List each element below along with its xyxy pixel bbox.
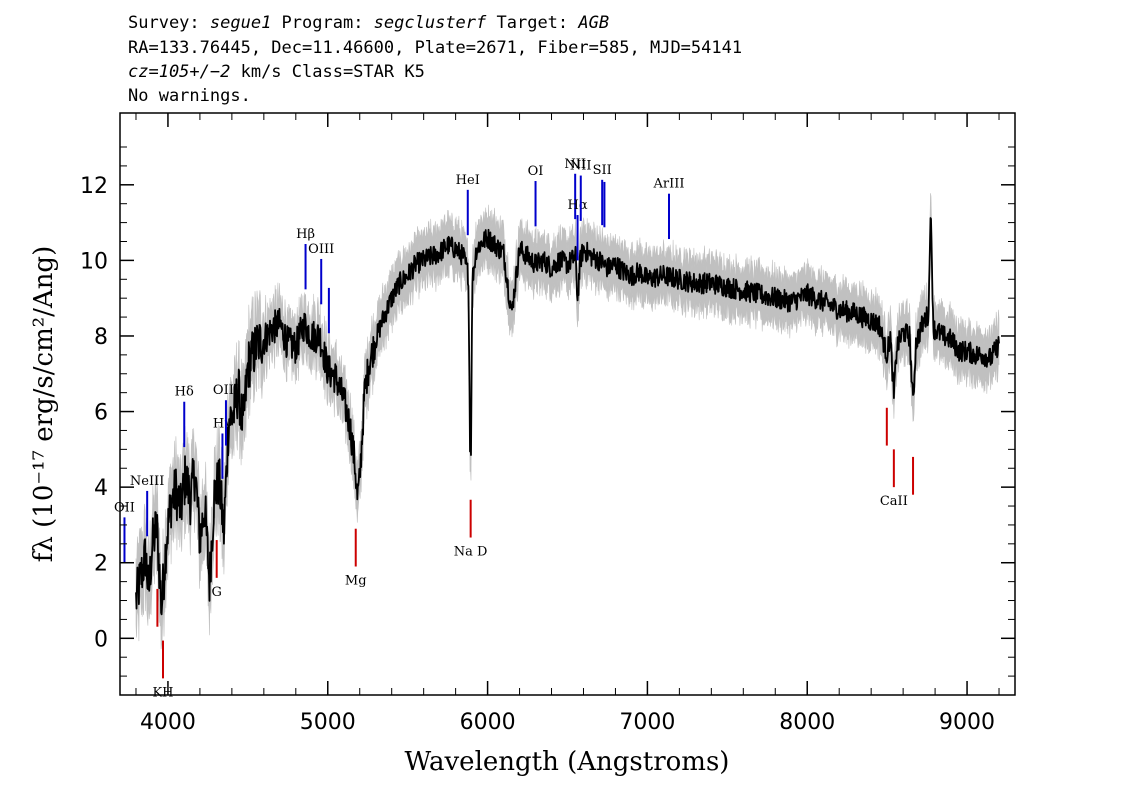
y-tick-label: 8	[94, 325, 108, 350]
y-tick-label: 0	[94, 627, 108, 652]
axes-layer: 4000 5000 6000 7000 8000 9000 0 2 4 6 8 10 12	[80, 113, 1015, 735]
emission-line-label: ArIII	[652, 177, 684, 192]
emission-line-label: Hδ	[175, 385, 194, 400]
redshift-value: cz=105+/−2	[128, 62, 231, 82]
emission-line-label: Hβ	[296, 227, 315, 242]
absorption-line-label: CaII	[880, 494, 908, 509]
y-axis-title: fλ (10⁻¹⁷ erg/s/cm²/Ang)	[29, 246, 59, 562]
emission-line-label: OIII	[308, 242, 334, 257]
emission-line-label: NeIII	[130, 474, 164, 489]
header-line-4: No warnings.	[128, 86, 251, 106]
emission-line-label: Hγ	[213, 416, 232, 431]
emission-line-label: OI	[528, 164, 544, 179]
absorption-line-label: KH	[152, 685, 173, 700]
plot-frame	[119, 112, 1016, 696]
x-tick-label: 9000	[939, 710, 995, 735]
x-tick-label: 7000	[619, 710, 675, 735]
flux-layer	[135, 217, 1000, 616]
classification-text: km/s Class=STAR K5	[230, 62, 425, 82]
target-value: AGB	[578, 13, 610, 33]
emission-line-label: SII	[593, 163, 612, 178]
emission-line-label: OII	[114, 500, 135, 515]
y-tick-label: 6	[94, 401, 108, 426]
emission-line-label: Hα	[568, 198, 588, 213]
absorption-line-label: G	[211, 585, 221, 600]
y-tick-label: 12	[80, 174, 108, 199]
survey-label: Survey:	[128, 13, 210, 33]
program-value: segclusterf	[373, 13, 487, 33]
emission-line-label: NII	[570, 159, 592, 174]
x-tick-label: 8000	[779, 710, 835, 735]
target-label: Target:	[486, 13, 579, 33]
absorption-line-label: Na D	[454, 545, 488, 560]
x-tick-label: 6000	[460, 710, 516, 735]
survey-value: segue1	[209, 13, 272, 33]
flux-series-line	[135, 217, 1000, 616]
emission-line-label: OIII	[213, 383, 239, 398]
x-tick-label: 5000	[300, 710, 356, 735]
header-line-3: cz=105+/−2 km/s Class=STAR K5	[128, 61, 425, 83]
program-label: Program:	[271, 13, 374, 33]
emission-line-label: NII	[564, 157, 586, 172]
emission-line-label: HeI	[456, 173, 480, 188]
y-tick-label: 10	[80, 249, 108, 274]
absorption-line-label: Mg	[345, 574, 367, 589]
y-tick-label: 2	[94, 552, 108, 577]
y-tick-label: 4	[94, 476, 108, 501]
header-line-1: Survey: segue1 Program: segclusterf Targ…	[128, 12, 609, 34]
x-axis-title: Wavelength (Angstroms)	[405, 747, 730, 777]
x-tick-label: 4000	[140, 710, 196, 735]
header-line-2: RA=133.76445, Dec=11.46600, Plate=2671, …	[128, 38, 743, 58]
